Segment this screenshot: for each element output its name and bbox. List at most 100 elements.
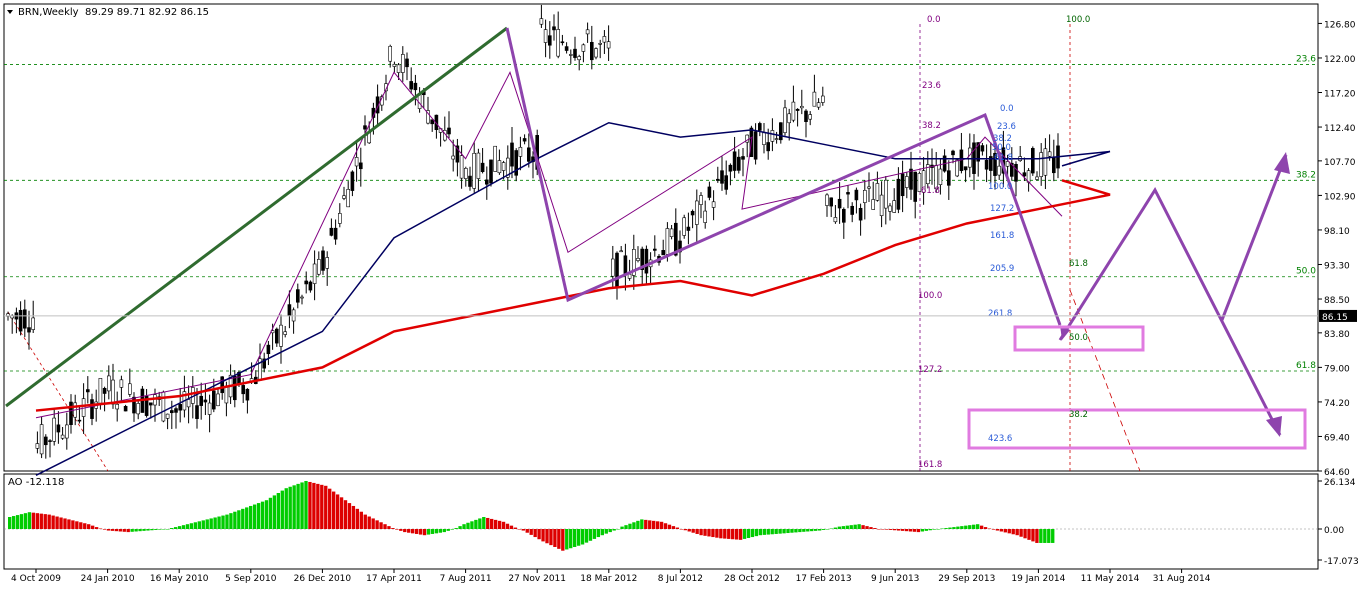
candle-body: [1035, 176, 1039, 180]
candle-body: [850, 205, 855, 215]
ao-bar: [1023, 529, 1027, 539]
candle-body: [199, 395, 203, 406]
candle-body: [501, 162, 506, 171]
ao-bar: [936, 529, 940, 530]
candle-body: [287, 304, 292, 316]
ao-bar: [497, 520, 502, 529]
ma-fast-line: [35, 71, 1063, 419]
ao-bar: [371, 518, 375, 529]
ao-bar: [59, 517, 63, 529]
ao-bar: [738, 529, 743, 540]
candle-body: [946, 170, 951, 186]
candle-body: [18, 309, 23, 332]
ao-bar: [960, 526, 964, 529]
candle-body: [295, 289, 300, 303]
candle-body: [346, 189, 351, 208]
ao-bar: [608, 529, 612, 533]
fib-label: 127.2: [990, 204, 1014, 214]
candle-body: [875, 183, 880, 201]
candle-body: [337, 213, 342, 224]
candle-body: [543, 29, 548, 43]
candle-body: [472, 152, 477, 189]
ao-bar: [47, 514, 51, 529]
ao-bar: [154, 529, 158, 530]
time-tick-label: 18 Mar 2012: [580, 574, 637, 584]
ao-bar: [908, 529, 913, 532]
ma-mid-line: [35, 121, 1111, 476]
candle-body: [65, 424, 69, 439]
candle-body: [795, 108, 800, 111]
fib-label: 127.2: [918, 365, 942, 375]
ao-bar: [742, 529, 747, 539]
ao-bar: [896, 529, 901, 531]
candle-body: [354, 157, 359, 167]
candle-body: [984, 159, 989, 170]
ao-bar: [410, 529, 415, 534]
ao-bar: [458, 526, 462, 529]
candle-body: [585, 29, 590, 35]
candle-body: [262, 358, 267, 369]
pattern-line-purple: [505, 27, 1062, 326]
candle-body: [753, 131, 758, 160]
candle-body: [539, 18, 544, 25]
candle-body: [90, 399, 94, 419]
ao-bar: [806, 529, 810, 532]
ao-bar: [300, 482, 304, 529]
ao-bar: [968, 525, 972, 529]
price-tick-label: 98.10: [1324, 227, 1350, 237]
ao-bar: [264, 500, 269, 529]
candle-body: [459, 155, 464, 179]
ao-bar: [549, 529, 553, 546]
ao-bar: [916, 529, 921, 533]
ao-bar: [23, 513, 28, 529]
projection-line: [1069, 289, 1141, 472]
ao-bar: [407, 529, 411, 533]
ao-bar: [758, 529, 763, 536]
menu-triangle-icon[interactable]: [7, 10, 13, 14]
ao-bar: [94, 527, 99, 529]
candle-body: [610, 258, 615, 277]
time-tick-label: 17 Feb 2013: [796, 574, 852, 584]
ao-bar: [225, 514, 229, 529]
candle-body: [917, 173, 922, 192]
ao-bar: [83, 523, 87, 529]
ao-bar: [778, 529, 782, 534]
candle-body: [720, 170, 724, 184]
ao-bar: [189, 523, 194, 529]
ao-bar: [343, 500, 348, 529]
candle-body: [207, 402, 212, 415]
ao-bar: [387, 526, 391, 529]
candle-body: [997, 165, 1002, 176]
time-tick-label: 4 Oct 2009: [11, 574, 61, 584]
candle-body: [598, 43, 603, 45]
ao-bar: [98, 528, 103, 530]
ao-bar: [221, 515, 225, 529]
candle-body: [871, 199, 876, 210]
candle-body: [203, 399, 208, 403]
ao-bar: [79, 522, 83, 529]
ao-bar: [900, 529, 905, 531]
ao-bar: [853, 524, 857, 529]
ao-bar: [43, 514, 47, 529]
candle-body: [86, 389, 90, 393]
candle-body: [400, 54, 405, 73]
ao-bar: [707, 529, 711, 537]
ao-bar: [316, 483, 320, 529]
candle-body: [627, 273, 632, 279]
candle-body: [102, 387, 107, 394]
candle-body: [128, 383, 132, 395]
ao-bar: [810, 529, 814, 532]
candle-body: [312, 263, 317, 284]
ao-bar: [553, 529, 557, 547]
ao-bar: [648, 520, 652, 529]
ao-bar: [122, 529, 126, 532]
ao-bar: [276, 493, 281, 529]
ao-tick-label: 26.134: [1324, 478, 1356, 488]
ao-bar: [837, 526, 842, 529]
ao-bar: [525, 529, 529, 533]
fib-label: 61.8: [994, 153, 1013, 163]
candle-body: [308, 281, 313, 291]
fib-label: 61.8: [1069, 259, 1088, 269]
candle-body: [623, 255, 628, 275]
indicator-plot-area: [3, 473, 1319, 570]
